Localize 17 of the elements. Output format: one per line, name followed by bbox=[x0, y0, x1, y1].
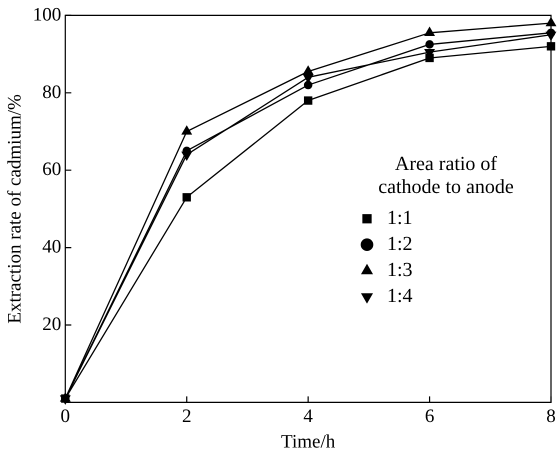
legend-label: 1:4 bbox=[387, 284, 413, 307]
legend-label: 1:3 bbox=[387, 258, 413, 281]
x-tick-label: 0 bbox=[60, 406, 70, 427]
legend-label: 1:1 bbox=[387, 206, 413, 229]
x-tick-label: 4 bbox=[303, 406, 314, 427]
y-axis-title: Extraction rate of cadmium/% bbox=[4, 94, 26, 324]
x-tick-label: 2 bbox=[182, 406, 192, 427]
legend-label: 1:2 bbox=[387, 232, 413, 255]
y-tick-label: 20 bbox=[42, 314, 62, 335]
legend-title: Area ratio of cathode to anode bbox=[378, 152, 514, 198]
x-axis-title: Time/h bbox=[281, 432, 336, 453]
y-tick-label: 60 bbox=[42, 159, 62, 180]
y-tick-label: 80 bbox=[42, 82, 62, 103]
x-tick-label: 6 bbox=[424, 406, 434, 427]
y-tick-label: 40 bbox=[42, 236, 62, 258]
x-tick-label: 8 bbox=[546, 406, 556, 427]
y-tick-label: 100 bbox=[32, 4, 62, 26]
